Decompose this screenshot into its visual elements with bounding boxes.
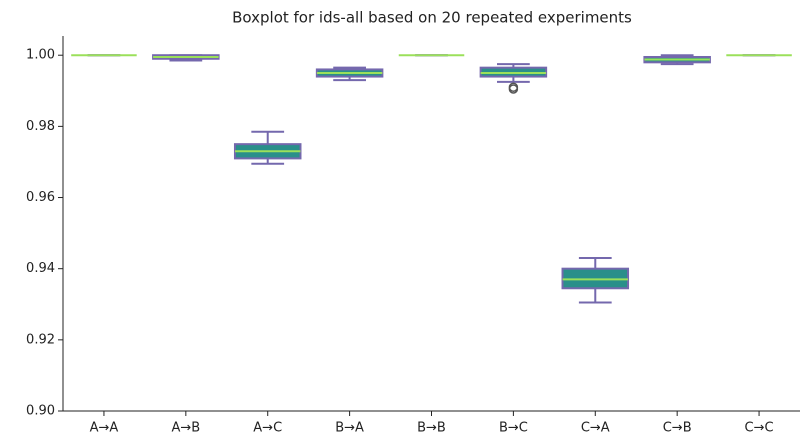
x-tick-label: C→C — [745, 421, 774, 436]
y-tick-label: 0.90 — [26, 404, 55, 419]
y-tick-label: 0.98 — [26, 119, 55, 134]
y-tick-label: 0.94 — [26, 261, 55, 276]
x-tick-label: B→A — [335, 421, 364, 436]
chart-title: Boxplot for ids-all based on 20 repeated… — [232, 9, 632, 27]
x-tick-label: B→B — [417, 421, 446, 436]
outlier — [508, 84, 519, 94]
x-tick-label: A→C — [253, 421, 282, 436]
x-tick-label: A→A — [90, 421, 119, 436]
x-tick-label: C→B — [663, 421, 692, 436]
x-tick-label: C→A — [581, 421, 610, 436]
x-tick-label: A→B — [171, 421, 200, 436]
y-tick-label: 1.00 — [26, 48, 55, 63]
x-tick-label: B→C — [499, 421, 528, 436]
y-tick-label: 0.96 — [26, 190, 55, 205]
y-tick-label: 0.92 — [26, 332, 55, 347]
